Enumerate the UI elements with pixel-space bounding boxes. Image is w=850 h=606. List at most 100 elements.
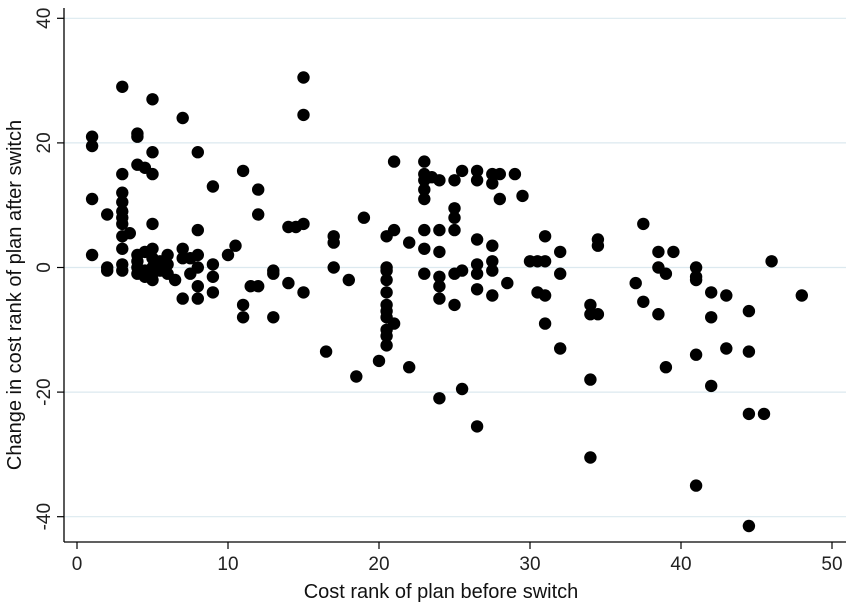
y-tick-label: 20 — [34, 132, 55, 153]
scatter-point — [418, 267, 431, 280]
scatter-point — [387, 223, 401, 237]
scatter-point — [206, 286, 220, 299]
scatter-point — [742, 345, 756, 358]
scatter-point — [493, 192, 506, 206]
scatter-point — [720, 342, 733, 355]
scatter-point — [319, 345, 333, 358]
scatter-point — [455, 382, 469, 396]
scatter-point — [516, 189, 529, 203]
scatter-point — [433, 392, 446, 405]
scatter-point — [591, 308, 605, 321]
scatter-point — [584, 298, 597, 312]
scatter-point — [252, 208, 265, 221]
scatter-point — [357, 211, 371, 224]
y-tick-label: 40 — [34, 8, 55, 29]
scatter-point — [236, 311, 250, 324]
scatter-point — [206, 270, 220, 283]
scatter-point — [486, 255, 499, 268]
scatter-point — [206, 180, 220, 193]
scatter-point — [584, 373, 597, 386]
scatter-point — [470, 164, 484, 178]
scatter-point — [116, 264, 129, 277]
scatter-point — [433, 292, 446, 305]
x-axis-title: Cost rank of plan before switch — [304, 581, 579, 603]
scatter-point — [403, 361, 416, 374]
scatter-point — [470, 174, 484, 187]
scatter-point — [146, 242, 159, 255]
scatter-point — [418, 223, 431, 237]
scatter-point — [689, 273, 703, 287]
scatter-point — [652, 245, 665, 259]
x-tick-label: 10 — [217, 554, 238, 575]
scatter-point — [448, 223, 461, 237]
scatter-point — [191, 146, 204, 159]
x-tick-label: 0 — [72, 554, 83, 575]
scatter-point — [720, 289, 733, 302]
scatter-point — [380, 286, 393, 299]
scatter-point — [297, 286, 310, 299]
scatter-point — [85, 130, 99, 143]
scatter-point — [554, 245, 567, 259]
scatter-point — [486, 239, 499, 252]
scatter-point — [387, 155, 401, 168]
scatter-point — [470, 267, 484, 280]
scatter-point — [236, 164, 250, 178]
scatter-point — [584, 451, 597, 464]
scatter-point — [493, 167, 506, 181]
y-tick-label: 0 — [34, 262, 55, 273]
scatter-point — [554, 267, 567, 280]
x-tick-label: 40 — [670, 554, 691, 575]
scatter-point — [327, 236, 340, 249]
scatter-point — [116, 217, 129, 231]
scatter-point — [629, 276, 642, 290]
scatter-point — [705, 379, 718, 393]
scatter-point — [131, 130, 144, 143]
scatter-point — [448, 211, 461, 224]
scatter-point — [418, 242, 431, 255]
scatter-point — [380, 273, 393, 287]
scatter-point — [342, 273, 355, 287]
scatter-point — [221, 248, 235, 262]
scatter-point — [486, 264, 499, 277]
scatter-point — [538, 255, 552, 268]
scatter-point — [176, 242, 189, 255]
scatter-point — [372, 354, 386, 368]
y-axis-ticks: -40 -20 0 20 40 — [34, 8, 64, 530]
scatter-point — [433, 245, 446, 259]
scatter-point — [85, 192, 99, 206]
scatter-point — [252, 280, 265, 293]
scatter-point — [146, 273, 159, 287]
scatter-point — [705, 286, 718, 299]
scatter-point — [297, 108, 310, 122]
scatter-point — [554, 342, 567, 355]
scatter-point — [470, 283, 484, 296]
scatter-point — [795, 289, 808, 302]
x-tick-label: 50 — [821, 554, 842, 575]
scatter-point — [206, 258, 220, 271]
scatter-point — [418, 183, 431, 196]
scatter-point — [191, 223, 204, 237]
scatter-point — [146, 146, 159, 159]
scatter-point — [486, 289, 499, 302]
scatter-point — [689, 479, 703, 492]
scatter-point — [101, 208, 114, 221]
scatter-point — [538, 230, 552, 243]
scatter-point — [176, 111, 189, 125]
scatter-point — [418, 155, 431, 168]
x-tick-label: 30 — [519, 554, 540, 575]
scatter-point — [350, 370, 363, 383]
scatter-point — [433, 174, 446, 187]
scatter-point — [403, 236, 416, 249]
scatter-point — [297, 217, 310, 231]
scatter-point — [705, 311, 718, 324]
scatter-point — [765, 255, 778, 268]
scatter-point — [689, 261, 703, 274]
scatter-point — [659, 267, 673, 280]
scatter-point — [229, 239, 242, 252]
scatter-point — [168, 273, 182, 287]
scatter-point — [116, 167, 129, 181]
scatter-point — [116, 195, 129, 209]
scatter-point — [757, 407, 771, 421]
scatter-point — [191, 248, 204, 262]
